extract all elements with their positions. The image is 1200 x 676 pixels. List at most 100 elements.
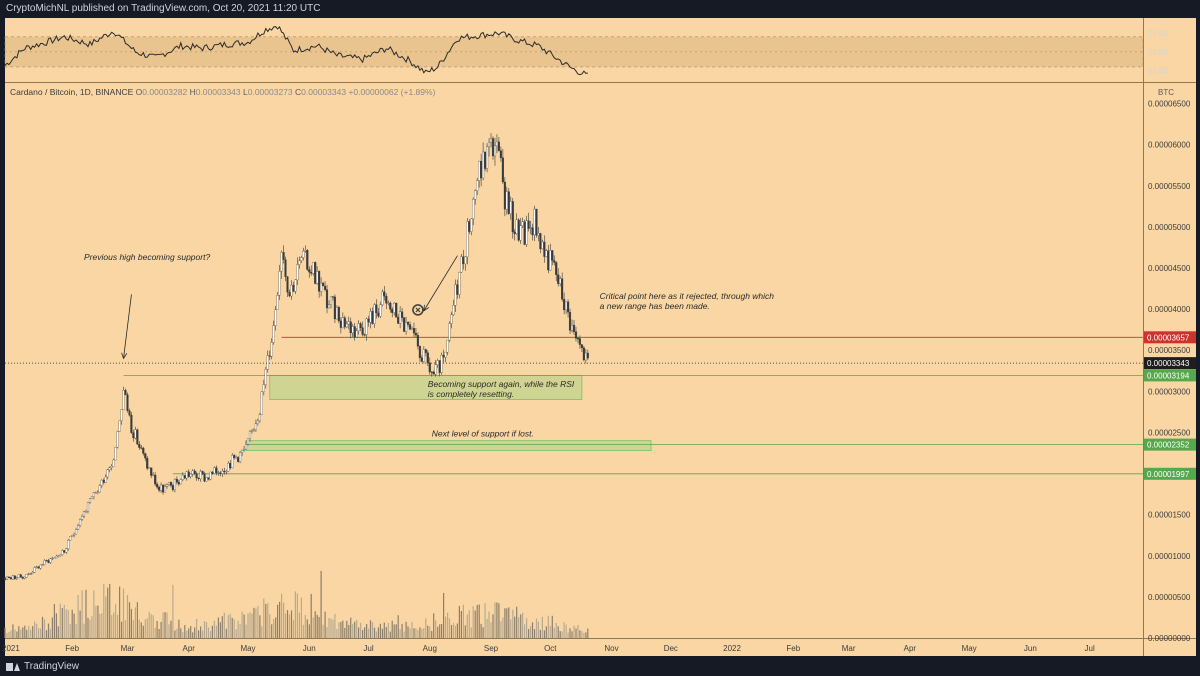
- candle: [513, 231, 516, 234]
- volume-bar: [300, 597, 302, 638]
- candle: [314, 262, 317, 284]
- candle: [300, 257, 303, 261]
- candle: [515, 219, 518, 234]
- candle: [3, 577, 7, 580]
- candle: [41, 564, 44, 566]
- volume-bar: [30, 629, 32, 638]
- volume-bar: [364, 627, 366, 638]
- candle: [221, 470, 224, 474]
- candle: [329, 296, 333, 305]
- candle: [195, 473, 198, 479]
- candle: [140, 447, 143, 449]
- legend-l-value: 0.00003273: [248, 87, 295, 97]
- volume-bar: [441, 624, 443, 638]
- volume-bar: [81, 590, 83, 638]
- candle: [432, 371, 435, 375]
- volume-bar: [508, 607, 510, 638]
- candle: [177, 482, 180, 485]
- volume-bar: [460, 611, 462, 638]
- candle: [454, 284, 457, 306]
- volume-bar: [172, 584, 174, 638]
- volume-bar: [132, 619, 134, 638]
- volume-bar: [334, 613, 336, 638]
- volume-bar: [348, 625, 350, 638]
- time-tick-label: May: [240, 644, 255, 653]
- volume-bar: [207, 627, 210, 638]
- candle: [327, 304, 331, 309]
- candle: [39, 564, 42, 569]
- candle: [193, 470, 196, 474]
- volume-bar: [567, 632, 569, 638]
- candle: [580, 344, 583, 349]
- candle: [217, 472, 220, 474]
- volume-bar: [111, 615, 113, 638]
- tradingview-logo[interactable]: TradingView: [6, 657, 79, 676]
- candle: [531, 227, 534, 236]
- candle: [337, 307, 340, 322]
- volume-bar: [450, 625, 453, 638]
- candle: [375, 304, 378, 314]
- candle: [65, 548, 68, 553]
- candle: [235, 457, 238, 459]
- candle: [154, 474, 157, 485]
- time-tick-label: Jul: [363, 644, 373, 653]
- candle: [561, 278, 564, 300]
- candle: [320, 282, 323, 292]
- candle: [231, 455, 234, 469]
- volume-bar: [67, 610, 69, 638]
- volume-bar: [47, 623, 50, 638]
- volume-bar: [247, 613, 249, 638]
- candle: [165, 484, 169, 487]
- volume-bar: [445, 616, 447, 638]
- volume-bar: [514, 616, 516, 638]
- candle: [171, 485, 174, 490]
- volume-bar: [26, 629, 28, 638]
- candle: [88, 498, 92, 503]
- candle: [241, 449, 244, 453]
- volume-bar: [279, 601, 281, 638]
- volume-bar: [577, 624, 579, 638]
- volume-bar: [494, 602, 496, 638]
- volume-bar: [166, 612, 168, 638]
- volume-bar: [375, 631, 377, 638]
- candle: [359, 323, 362, 328]
- legend-c-value: 0.00003343: [301, 87, 348, 97]
- price-tick-label: 0.00002500: [1148, 428, 1191, 437]
- candle: [25, 574, 28, 578]
- volume-bar: [24, 625, 26, 638]
- candle: [128, 410, 131, 416]
- candle: [584, 352, 587, 361]
- volume-bar: [458, 606, 460, 638]
- volume-bar: [93, 590, 95, 638]
- candle: [211, 471, 214, 474]
- volume-bar: [387, 623, 389, 638]
- candle: [442, 354, 445, 358]
- candle: [163, 486, 167, 493]
- candle: [567, 301, 570, 313]
- time-tick-label: Apr: [183, 644, 196, 653]
- time-tick-label: Aug: [423, 644, 437, 653]
- candle: [37, 566, 40, 569]
- volume-bar: [328, 618, 330, 638]
- legend-h-value: 0.00003343: [196, 87, 243, 97]
- volume-bar: [18, 626, 20, 638]
- candle: [11, 575, 14, 580]
- volume-bar: [101, 613, 103, 638]
- candle: [408, 324, 412, 330]
- volume-bar: [154, 627, 156, 638]
- candle: [414, 332, 417, 336]
- volume-bar: [551, 615, 553, 638]
- time-tick-label: Feb: [65, 644, 79, 653]
- candle: [568, 312, 572, 331]
- volume-bar: [168, 624, 170, 638]
- volume-bar: [569, 628, 571, 638]
- candle: [535, 208, 538, 236]
- support-zone-2: [245, 440, 652, 451]
- candle: [55, 555, 58, 559]
- circled-x-icon[interactable]: [412, 304, 424, 316]
- rsi-tick-label: 25.00: [1148, 67, 1169, 76]
- volume-bar: [415, 628, 417, 638]
- volume-bar: [492, 614, 494, 638]
- candle: [397, 317, 400, 324]
